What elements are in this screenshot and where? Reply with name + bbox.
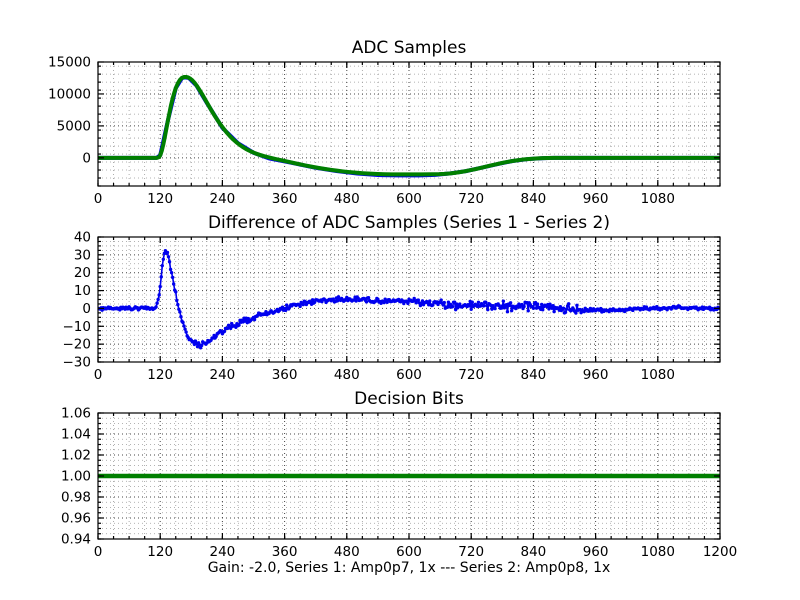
y-tick-label: 30: [74, 247, 91, 263]
x-tick-label: 840: [521, 544, 547, 560]
x-tick-label: 0: [94, 191, 103, 207]
x-tick-label: 360: [272, 367, 298, 383]
y-tick-label: −30: [63, 355, 92, 371]
y-tick-label: 10000: [48, 86, 91, 102]
x-tick-label: 0: [94, 544, 103, 560]
y-tick-label: 10: [74, 283, 91, 299]
x-tick-label: 960: [583, 367, 609, 383]
x-tick-label: 240: [210, 367, 236, 383]
y-tick-label: 0.94: [61, 532, 91, 548]
data-series-group: [98, 74, 720, 178]
tick-marks: [97, 61, 721, 187]
x-tick-label: 840: [521, 191, 547, 207]
subplot-title: Difference of ADC Samples (Series 1 - Se…: [208, 213, 610, 233]
subplot-2: 0 120 240 360 480 600 720 840 960 1080 1200 0.94 0.9…: [61, 389, 737, 576]
x-tick-label: 720: [458, 191, 484, 207]
x-tick-label: 960: [583, 544, 609, 560]
y-tick-label: 5000: [57, 118, 91, 134]
x-tick-label: 1080: [641, 544, 675, 560]
x-tick-label: 120: [147, 367, 173, 383]
x-tick-label: 480: [334, 191, 360, 207]
subplot-title: Decision Bits: [354, 389, 464, 409]
tick-marks: [97, 412, 721, 540]
series-line-1: [98, 74, 720, 177]
y-tick-label: 0.98: [61, 490, 91, 506]
series-markers-0: [98, 248, 720, 350]
tick-labels: 0 120 240 360 480 600 720 840 960 1080 1200 0.94 0.9…: [61, 406, 737, 561]
x-tick-label: 960: [583, 191, 609, 207]
x-tick-label: 120: [147, 191, 173, 207]
y-tick-label: 20: [74, 265, 91, 281]
tick-labels: 0 120 240 360 480 600 720 840 960 1080 −30 −20 −10 0 1…: [63, 230, 675, 384]
x-tick-label: 600: [396, 367, 422, 383]
subplot-0: 0 120 240 360 480 600 720 840 960 1080 0 5000 10000 1…: [48, 38, 721, 208]
y-tick-label: 1.06: [61, 406, 91, 422]
x-tick-label: 240: [210, 544, 236, 560]
tick-labels: 0 120 240 360 480 600 720 840 960 1080 0 5000 10000 1…: [48, 55, 675, 208]
subplot-title: ADC Samples: [352, 38, 467, 58]
y-tick-label: 1.02: [61, 448, 91, 464]
x-tick-label: 120: [147, 544, 173, 560]
y-tick-label: −10: [63, 319, 92, 335]
y-tick-label: 1.04: [61, 427, 91, 443]
y-tick-label: 0.96: [61, 511, 91, 527]
x-tick-label: 840: [521, 367, 547, 383]
x-tick-label: 0: [94, 367, 103, 383]
figure-caption: Gain: -2.0, Series 1: Amp0p7, 1x --- Ser…: [208, 560, 611, 576]
x-tick-label: 720: [458, 544, 484, 560]
x-tick-label: 600: [396, 544, 422, 560]
x-tick-label: 360: [272, 544, 298, 560]
y-tick-label: 40: [74, 230, 91, 246]
x-tick-label: 480: [334, 544, 360, 560]
x-tick-label: 480: [334, 367, 360, 383]
x-tick-label: 720: [458, 367, 484, 383]
y-tick-label: 1.00: [61, 469, 91, 485]
x-tick-label: 360: [272, 191, 298, 207]
x-tick-label: 1200: [703, 544, 737, 560]
data-series-group: [98, 248, 720, 350]
y-tick-label: −20: [63, 337, 92, 353]
subplot-1: 0 120 240 360 480 600 720 840 960 1080 −30 −20 −10 0 1…: [63, 213, 721, 383]
x-tick-label: 240: [210, 191, 236, 207]
y-tick-label: 15000: [48, 55, 91, 71]
x-tick-label: 600: [396, 191, 422, 207]
tick-marks: [97, 236, 721, 363]
y-tick-label: 0: [82, 150, 91, 166]
x-tick-label: 1080: [641, 367, 675, 383]
grid-lines: [97, 412, 721, 540]
y-tick-label: 0: [82, 301, 91, 317]
x-tick-label: 1080: [641, 191, 675, 207]
